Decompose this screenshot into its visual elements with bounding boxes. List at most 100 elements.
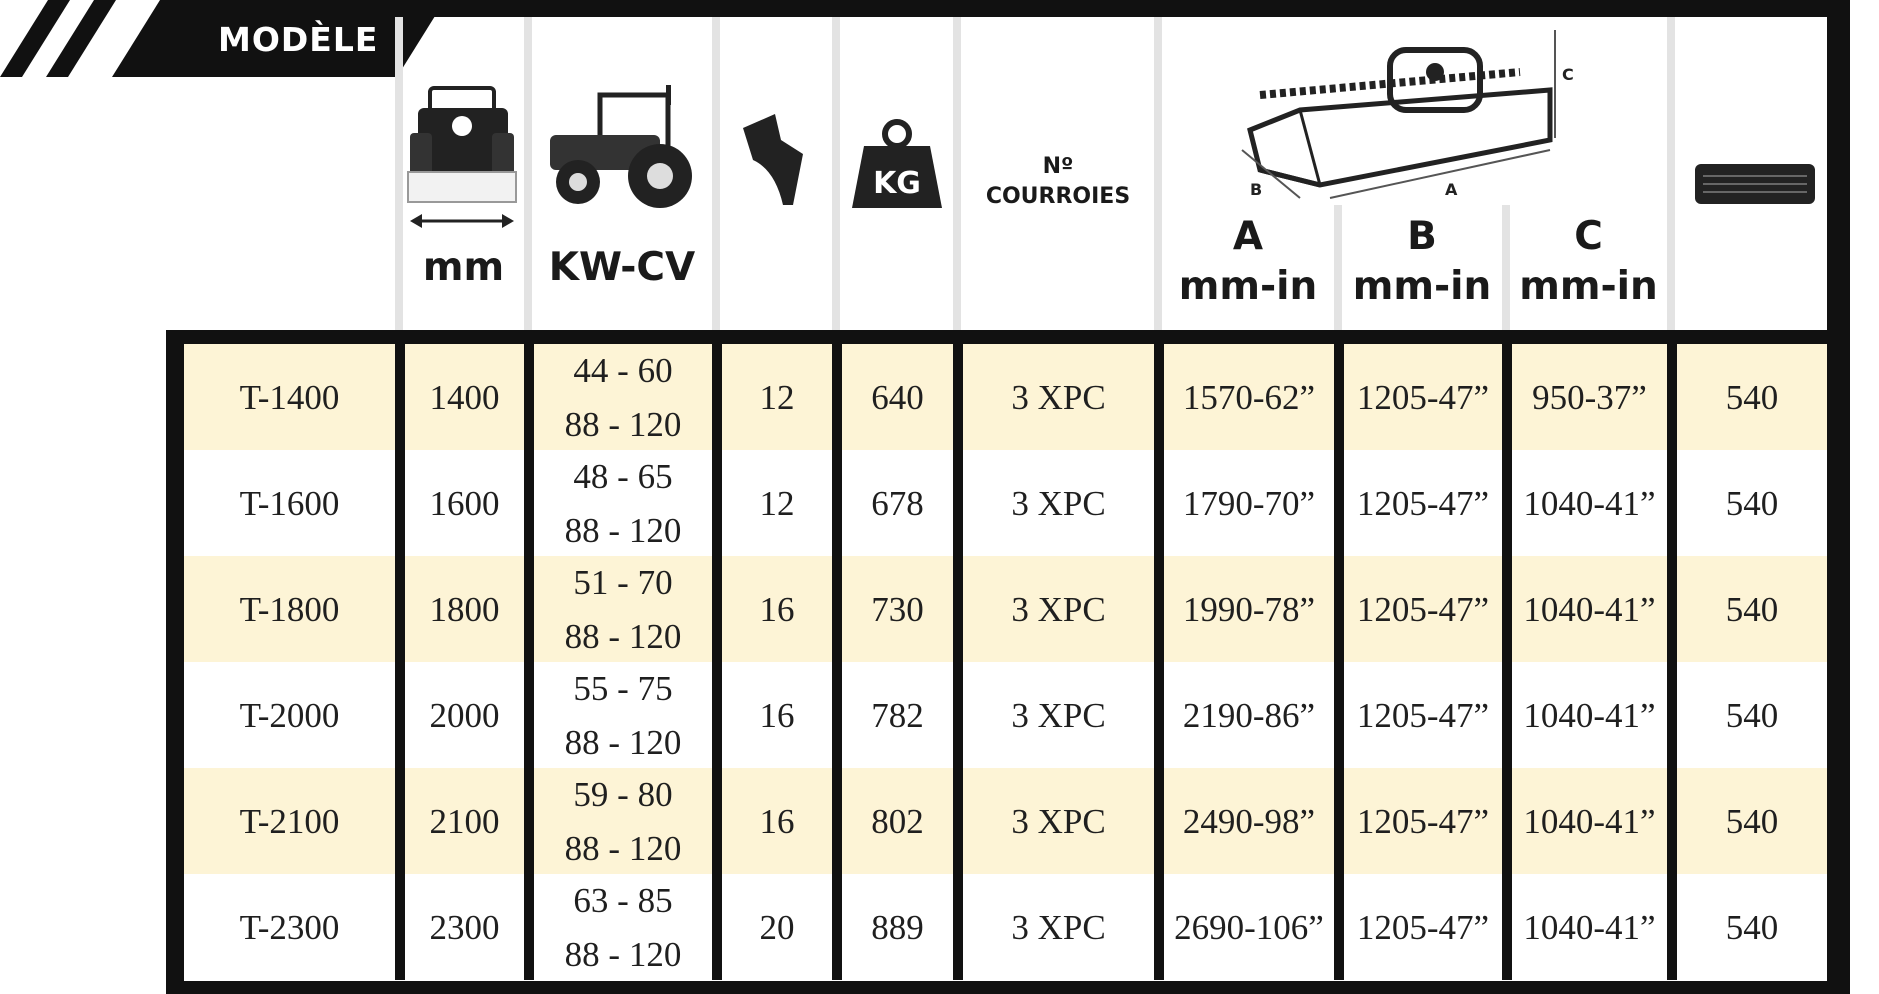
blades-cell: 16 <box>759 801 795 841</box>
table-row: T-2100 2100 59 - 80 88 - 120 16 802 3 XPC 2490-… <box>184 768 1827 875</box>
power-cell: 48 - 65 88 - 120 <box>534 450 712 557</box>
svg-text:C: C <box>1562 65 1574 84</box>
svg-text:A: A <box>1445 180 1458 199</box>
table-top-border <box>166 330 1850 344</box>
power-cell: 55 - 75 88 - 120 <box>534 662 712 769</box>
table-row: T-1400 1400 44 - 60 88 - 120 12 640 3 XPC 1570-… <box>184 344 1827 451</box>
power-kw: 48 - 65 <box>573 456 673 496</box>
table-right-border <box>1827 0 1850 994</box>
weight-badge-text: KG <box>873 166 921 201</box>
power-kw: 63 - 85 <box>573 880 673 920</box>
mower-dimensions-diagram: C A B <box>1241 30 1574 199</box>
weight-cell: 678 <box>871 483 924 523</box>
belts-label-line1: Nº <box>1042 154 1074 179</box>
belts-label-line2: COURROIES <box>985 184 1131 209</box>
b-cell: 1205-47” <box>1356 589 1490 629</box>
model-cell: T-2100 <box>239 801 340 841</box>
c-cell: 1040-41” <box>1523 483 1656 523</box>
blades-cell: 12 <box>759 377 795 417</box>
column-line <box>953 344 963 980</box>
table-row: T-2000 2000 55 - 75 88 - 120 16 782 3 XPC 2190-… <box>184 662 1827 769</box>
belts-cell: 3 XPC <box>1011 589 1106 629</box>
dim-b-header: B mm-in <box>1342 212 1502 312</box>
weight-cell: 782 <box>871 695 924 735</box>
column-line <box>1334 344 1344 980</box>
dim-b-letter: B <box>1407 214 1437 259</box>
width-cell: 2100 <box>429 801 500 841</box>
dim-c-letter: C <box>1574 214 1603 259</box>
belts-cell: 3 XPC <box>1011 907 1106 947</box>
power-unit-label: KW-CV <box>548 245 696 290</box>
belts-cell: 3 XPC <box>1011 695 1106 735</box>
power-kw: 44 - 60 <box>573 350 673 390</box>
belts-cell: 3 XPC <box>1011 801 1106 841</box>
power-cell: 63 - 85 88 - 120 <box>534 874 712 981</box>
power-cell: 59 - 80 88 - 120 <box>534 768 712 875</box>
header-divider <box>1334 205 1342 330</box>
pto-cell: 540 <box>1725 695 1779 735</box>
pto-cell: 540 <box>1725 377 1779 417</box>
header-divider <box>1502 205 1510 330</box>
weight-cell: 640 <box>871 377 924 417</box>
width-unit-label: mm <box>422 245 505 290</box>
weight-cell: 802 <box>871 801 924 841</box>
pto-cell: 540 <box>1725 589 1779 629</box>
header-divider <box>832 17 840 330</box>
b-cell: 1205-47” <box>1356 801 1490 841</box>
header-top-border <box>410 0 1850 17</box>
power-kw: 55 - 75 <box>573 668 673 708</box>
b-cell: 1205-47” <box>1356 377 1490 417</box>
width-cell: 2300 <box>429 907 500 947</box>
pto-cell: 540 <box>1725 801 1779 841</box>
dim-c-header: C mm-in <box>1510 212 1667 312</box>
width-cell: 2000 <box>429 695 500 735</box>
a-cell: 1990-78” <box>1182 589 1316 629</box>
power-kw: 59 - 80 <box>573 774 673 814</box>
svg-text:B: B <box>1250 180 1262 199</box>
width-cell: 1400 <box>429 377 500 417</box>
column-line <box>1502 344 1512 980</box>
a-cell: 2690-106” <box>1174 907 1324 947</box>
c-cell: 950-37” <box>1532 377 1647 417</box>
belts-header: Nº COURROIES <box>962 152 1154 212</box>
dim-a-header: A mm-in <box>1162 212 1334 312</box>
width-cell: 1800 <box>429 589 500 629</box>
power-cv: 88 - 120 <box>564 616 682 656</box>
model-cell: T-1400 <box>239 377 340 417</box>
header-divider <box>1667 17 1675 330</box>
model-cell: T-1600 <box>239 483 340 523</box>
tractor-icon <box>550 85 692 208</box>
column-line <box>832 344 842 980</box>
model-cell: T-1800 <box>239 589 340 629</box>
width-cell: 1600 <box>429 483 500 523</box>
column-line <box>524 344 534 980</box>
model-cell: T-2000 <box>239 695 340 735</box>
dim-c-unit: mm-in <box>1519 264 1658 309</box>
a-cell: 1790-70” <box>1182 483 1316 523</box>
pto-shaft-icon <box>1695 164 1815 204</box>
b-cell: 1205-47” <box>1356 483 1490 523</box>
c-cell: 1040-41” <box>1523 589 1656 629</box>
c-cell: 1040-41” <box>1523 801 1656 841</box>
table-row: T-1600 1600 48 - 65 88 - 120 12 678 3 XPC 1790-… <box>184 450 1827 557</box>
belts-cell: 3 XPC <box>1011 483 1106 523</box>
flail-blade-icon <box>743 114 803 205</box>
header-divider <box>1154 17 1162 330</box>
dim-b-unit: mm-in <box>1352 264 1492 309</box>
dim-a-letter: A <box>1232 214 1264 259</box>
weight-cell: 889 <box>871 907 924 947</box>
weight-icon: KG <box>852 119 942 208</box>
blades-cell: 20 <box>759 907 795 947</box>
power-cv: 88 - 120 <box>564 828 682 868</box>
table-left-border <box>166 330 184 994</box>
model-banner <box>0 0 445 77</box>
blades-cell: 12 <box>759 483 795 523</box>
power-kw: 51 - 70 <box>573 562 673 602</box>
column-line <box>1154 344 1164 980</box>
table-bottom-border <box>166 980 1850 994</box>
tractor-rear-width-icon <box>407 86 517 228</box>
column-line <box>712 344 722 980</box>
model-cell: T-2300 <box>239 907 340 947</box>
a-cell: 2490-98” <box>1182 801 1316 841</box>
header-divider <box>524 17 532 330</box>
